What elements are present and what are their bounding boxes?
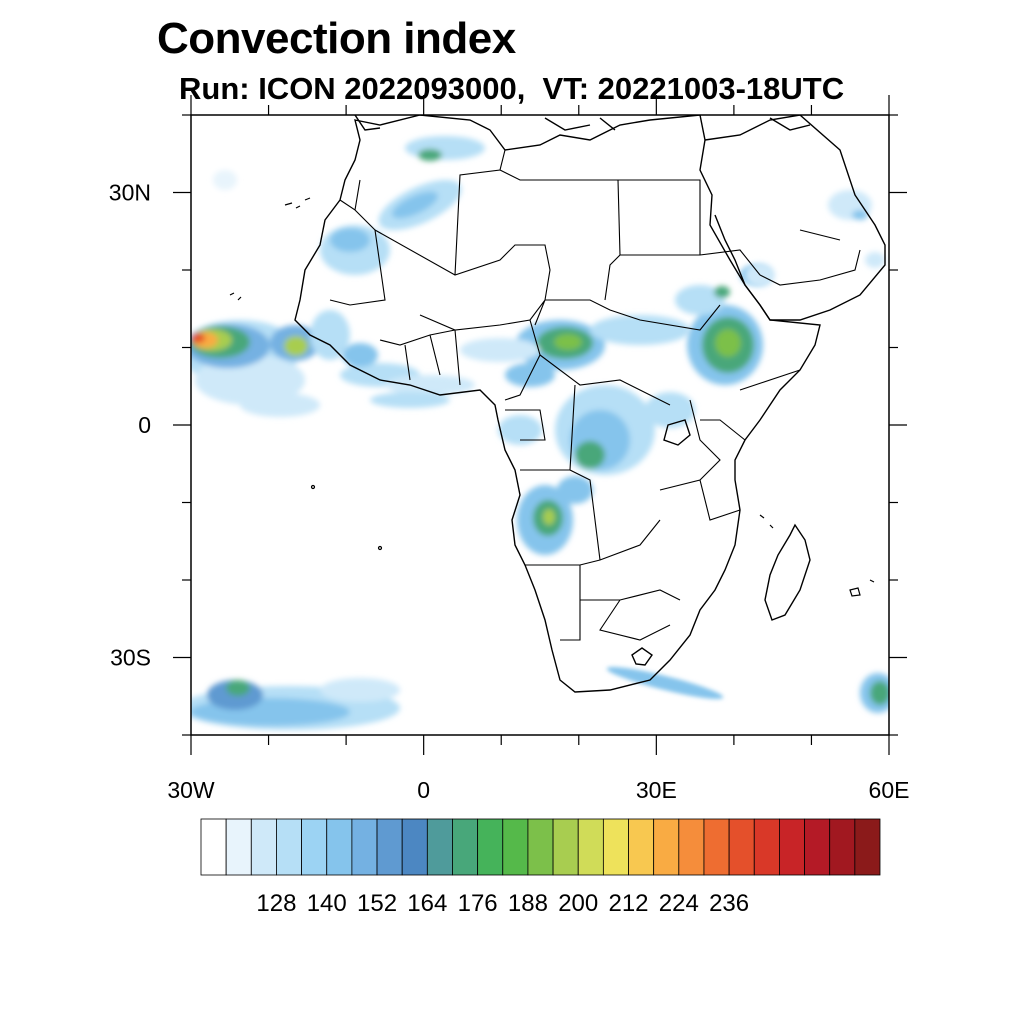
colorbar-swatch (225, 818, 252, 876)
colorbar-swatch (502, 818, 529, 876)
colorbar-swatch (376, 818, 403, 876)
colorbar-label: 212 (608, 890, 648, 917)
map-title: Convection index (157, 14, 516, 63)
lat-tick-label: 30N (109, 180, 151, 206)
colorbar-swatch (276, 818, 302, 876)
lake-victoria (663, 419, 691, 446)
region-south-africa-east (606, 666, 724, 700)
islands (229, 197, 875, 597)
colorbar-swatch (200, 818, 227, 876)
colorbar (200, 818, 881, 876)
region-ethiopia (675, 265, 770, 385)
colorbar-label: 152 (357, 890, 397, 917)
region-angola (517, 476, 593, 555)
colorbar-swatch (703, 818, 730, 876)
border-lines (329, 149, 861, 641)
colorbar-label: 140 (307, 890, 347, 917)
region-south-atlantic (191, 678, 400, 730)
region-tropical-atlantic (191, 310, 350, 417)
colorbar-swatch (326, 818, 353, 876)
region-central-africa (460, 315, 690, 387)
mascarene (849, 579, 875, 597)
colorbar-swatch (577, 818, 604, 876)
colorbar-swatch (854, 818, 881, 876)
colorbar-swatch (804, 818, 831, 876)
region-congo (498, 385, 695, 475)
country-borders (329, 149, 861, 641)
canary-islands (284, 197, 311, 209)
lat-tick-label: 0 (138, 412, 151, 438)
arabia-coastline (704, 115, 886, 321)
lat-tick-label: 30S (110, 645, 151, 671)
region-indian-ocean-se (860, 673, 889, 713)
colorbar-swatch (527, 818, 554, 876)
colorbar-swatch (426, 818, 453, 876)
colorbar-label: 224 (659, 890, 699, 917)
coastlines (294, 115, 886, 693)
colorbar-swatch (678, 818, 705, 876)
colorbar-labels: 128 140 152 164 176 188 200 212 224 236 (256, 890, 749, 917)
africa-coastline (294, 115, 821, 693)
colorbar-label: 188 (508, 890, 548, 917)
comoros (759, 514, 774, 529)
lon-tick-label: 60E (869, 777, 910, 803)
colorbar-swatch (779, 818, 805, 876)
colorbar-swatch (250, 818, 277, 876)
madagascar-coastline (764, 523, 811, 621)
colorbar-swatch (401, 818, 428, 876)
colorbar-swatch (602, 818, 629, 876)
lesotho-border (631, 647, 653, 666)
europe-coastline (354, 115, 811, 131)
colorbar-label: 176 (458, 890, 498, 917)
axis-tick-labels: 30N 0 30S 30W 0 30E 60E (109, 180, 910, 804)
colorbar-swatch (653, 818, 680, 876)
colorbar-label: 128 (256, 890, 296, 917)
convection-field (191, 136, 889, 730)
island-dot-1 (310, 484, 316, 490)
map-subtitle: Run: ICON 2022093000, VT: 20221003-18UTC (179, 71, 845, 106)
colorbar-swatch (628, 818, 655, 876)
colorbar-swatch (829, 818, 856, 876)
colorbar-swatch (728, 818, 755, 876)
colorbar-swatch (477, 818, 504, 876)
colorbar-label: 236 (709, 890, 749, 917)
lon-tick-label: 30W (167, 777, 215, 803)
colorbar-swatch (452, 818, 479, 876)
lon-tick-label: 30E (636, 777, 677, 803)
axis-ticks (173, 95, 907, 755)
colorbar-swatch (351, 818, 378, 876)
region-sahara-northwest (213, 136, 485, 275)
colorbar-label: 164 (407, 890, 447, 917)
region-arabia (745, 190, 885, 287)
colorbar-label: 200 (558, 890, 598, 917)
lon-tick-label: 0 (417, 777, 430, 803)
cape-verde (229, 292, 242, 301)
colorbar-swatch (552, 818, 579, 876)
colorbar-swatch (301, 818, 328, 876)
region-west-africa-coast (340, 343, 475, 408)
colorbar-swatch (753, 818, 780, 876)
island-dot-2 (377, 545, 383, 551)
